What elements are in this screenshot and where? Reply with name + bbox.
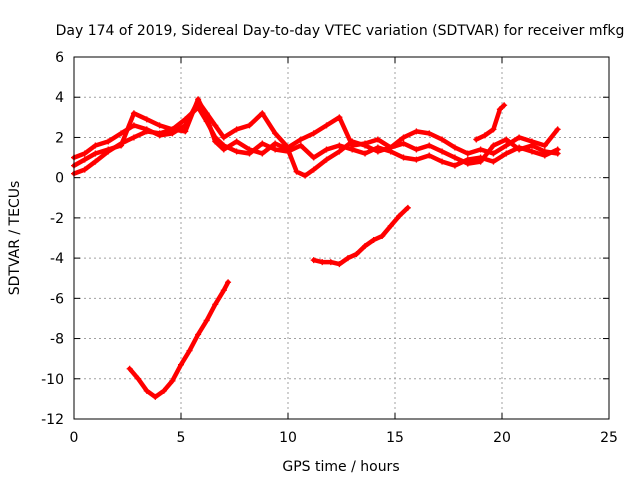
y-axis-label: SDTVAR / TECUs	[7, 181, 23, 296]
y-tick-label: 6	[55, 50, 64, 66]
data-layer	[71, 96, 561, 400]
series-trace	[127, 279, 231, 400]
y-tick-label: -10	[41, 372, 64, 388]
y-tick-label: -4	[50, 251, 64, 267]
y-tick-label: 2	[55, 130, 64, 146]
series-arc-5	[310, 204, 411, 268]
y-tick-label: -8	[50, 332, 64, 348]
x-tick-label: 15	[386, 430, 404, 446]
series-trace	[474, 103, 507, 142]
ticks-layer: 0 5 10 15 20 25 -12 -10 -8 -6 -4 -2 0 2 4 6	[41, 50, 618, 446]
series-arc-4	[126, 279, 232, 400]
x-tick-label: 20	[493, 430, 511, 446]
series-arc-3	[71, 96, 561, 179]
y-tick-label: -12	[41, 412, 64, 428]
series-trace	[71, 98, 560, 160]
grid-layer	[74, 57, 609, 419]
y-tick-label: -6	[50, 291, 64, 307]
x-axis-label: GPS time / hours	[282, 459, 399, 475]
y-tick-label: 0	[55, 171, 64, 187]
series-arc-6	[473, 102, 508, 143]
x-tick-label: 5	[177, 430, 186, 446]
y-tick-label: -2	[50, 211, 64, 227]
x-tick-label: 10	[279, 430, 297, 446]
series-trace	[71, 96, 560, 178]
series-trace	[311, 205, 411, 267]
x-tick-label: 25	[600, 430, 618, 446]
x-tick-label: 0	[70, 430, 79, 446]
chart-title: Day 174 of 2019, Sidereal Day-to-day VTE…	[56, 23, 625, 39]
y-tick-label: 4	[55, 90, 64, 106]
plot-frame	[73, 56, 610, 420]
